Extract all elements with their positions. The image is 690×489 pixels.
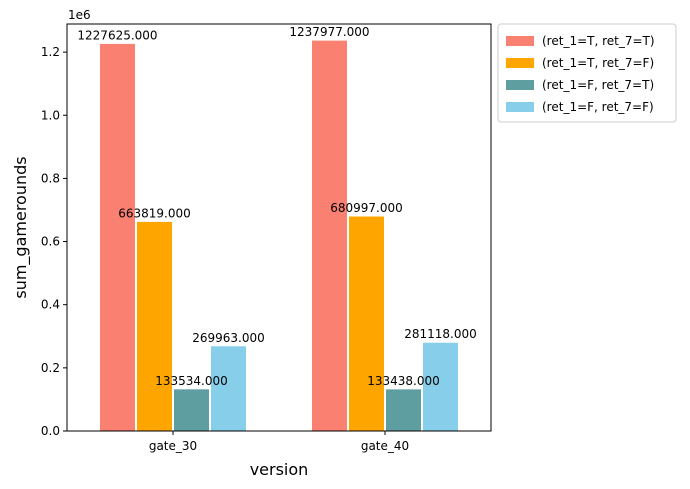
y-axis: 0.0 0.2 0.4 0.6 0.8 1.0 1.2	[41, 45, 67, 438]
legend-entry-label: (ret_1=T, ret_7=T)	[542, 34, 655, 48]
legend-box	[497, 23, 677, 123]
bar-value-label: 663819.000	[118, 206, 191, 220]
bar-gate_30-series-0	[99, 42, 136, 432]
y-tick-label: 0.2	[41, 361, 60, 375]
bar-gate_40-series-3	[422, 341, 459, 432]
y-tick-label: 0.6	[41, 235, 60, 249]
bars-group	[99, 39, 459, 432]
legend-swatch	[506, 80, 534, 90]
x-tick-label: gate_30	[149, 439, 197, 453]
bar-gate_30-series-3	[210, 345, 247, 432]
bar-value-label: 1237977.000	[289, 25, 369, 39]
bar-value-label: 1227625.000	[77, 28, 157, 42]
y-tick-label: 0.8	[41, 171, 60, 185]
legend-swatch	[506, 36, 534, 46]
y-tick-label: 1.0	[41, 108, 60, 122]
bar-gate_30-series-1	[136, 220, 173, 432]
y-axis-title: sum_gamerounds	[11, 156, 31, 298]
legend-entry-label: (ret_1=F, ret_7=T)	[542, 78, 654, 92]
bar-value-label: 269963.000	[192, 331, 265, 345]
legend-swatch	[506, 102, 534, 112]
bar-gate_40-series-0	[311, 39, 348, 432]
bar-gate_40-series-1	[348, 215, 385, 432]
x-axis-title: version	[250, 460, 309, 479]
legend-entry-label: (ret_1=T, ret_7=F)	[542, 56, 654, 70]
y-tick-label: 0.0	[41, 424, 60, 438]
bar-gate_30-series-2	[173, 388, 210, 432]
x-tick-label: gate_40	[361, 439, 409, 453]
legend-swatch	[506, 58, 534, 68]
bar-value-label: 133438.000	[367, 374, 440, 388]
bar-value-label: 281118.000	[404, 327, 477, 341]
legend-entry-label: (ret_1=F, ret_7=F)	[542, 100, 654, 114]
bar-value-label: 680997.000	[330, 201, 403, 215]
y-tick-label: 0.4	[41, 298, 60, 312]
bar-gate_40-series-2	[385, 388, 422, 432]
bar-value-label: 133534.000	[155, 374, 228, 388]
x-axis: gate_30 gate_40	[149, 431, 409, 453]
plot-frame	[66, 23, 492, 432]
legend: (ret_1=T, ret_7=T) (ret_1=T, ret_7=F) (ret…	[497, 23, 677, 123]
y-tick-label: 1.2	[41, 45, 60, 59]
bar-labels-group: 1227625.000 1237977.000 663819.000 680997.0…	[77, 25, 476, 388]
y-axis-scale-note: 1e6	[68, 8, 91, 22]
